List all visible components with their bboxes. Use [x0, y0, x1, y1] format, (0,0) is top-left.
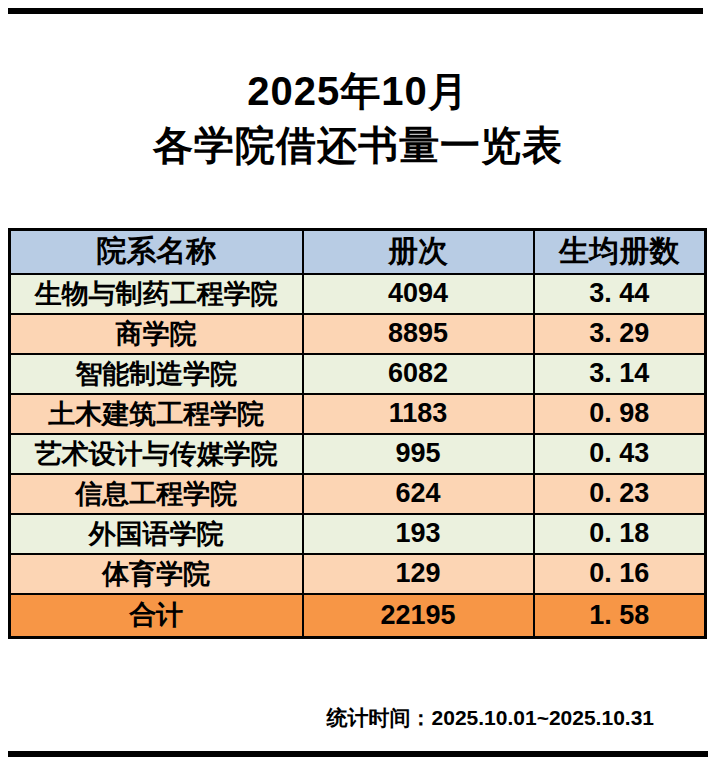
header-row: 院系名称 册次 生均册数: [10, 230, 706, 274]
table-row: 商学院 8895 3. 29: [10, 314, 706, 354]
page-title: 2025年10月 各学院借还书量一览表: [0, 64, 716, 172]
cell-department: 生物与制药工程学院: [10, 274, 303, 314]
table-row: 外国语学院 193 0. 18: [10, 514, 706, 554]
stat-period-note: 统计时间：2025.10.01~2025.10.31: [327, 704, 654, 732]
cell-volumes: 129: [303, 554, 534, 594]
cell-per-student: 0. 16: [534, 554, 706, 594]
cell-per-student: 3. 44: [534, 274, 706, 314]
cell-per-student: 0. 23: [534, 474, 706, 514]
table-row: 土木建筑工程学院 1183 0. 98: [10, 394, 706, 434]
cell-volumes: 1183: [303, 394, 534, 434]
cell-per-student: 0. 43: [534, 434, 706, 474]
cell-per-student: 3. 14: [534, 354, 706, 394]
total-row: 合计 22195 1. 58: [10, 594, 706, 638]
total-volumes: 22195: [303, 594, 534, 638]
top-rule: [8, 8, 703, 14]
cell-department: 体育学院: [10, 554, 303, 594]
title-line-2: 各学院借还书量一览表: [0, 118, 716, 172]
cell-volumes: 193: [303, 514, 534, 554]
col-header-department: 院系名称: [10, 230, 303, 274]
cell-volumes: 8895: [303, 314, 534, 354]
table-row: 艺术设计与传媒学院 995 0. 43: [10, 434, 706, 474]
table-row: 智能制造学院 6082 3. 14: [10, 354, 706, 394]
cell-volumes: 4094: [303, 274, 534, 314]
cell-per-student: 3. 29: [534, 314, 706, 354]
cell-department: 艺术设计与传媒学院: [10, 434, 303, 474]
cell-department: 信息工程学院: [10, 474, 303, 514]
page: 2025年10月 各学院借还书量一览表 院系名称 册次 生均册数 生物与制药工程…: [0, 0, 716, 768]
cell-department: 土木建筑工程学院: [10, 394, 303, 434]
total-label: 合计: [10, 594, 303, 638]
title-line-1: 2025年10月: [0, 64, 716, 118]
total-per-student: 1. 58: [534, 594, 706, 638]
cell-volumes: 6082: [303, 354, 534, 394]
cell-per-student: 0. 18: [534, 514, 706, 554]
table-row: 体育学院 129 0. 16: [10, 554, 706, 594]
bottom-rule: [8, 751, 708, 757]
cell-volumes: 995: [303, 434, 534, 474]
table-row: 信息工程学院 624 0. 23: [10, 474, 706, 514]
stats-table: 院系名称 册次 生均册数 生物与制药工程学院 4094 3. 44 商学院 88…: [8, 228, 707, 639]
cell-department: 商学院: [10, 314, 303, 354]
cell-department: 外国语学院: [10, 514, 303, 554]
col-header-volumes: 册次: [303, 230, 534, 274]
table-row: 生物与制药工程学院 4094 3. 44: [10, 274, 706, 314]
col-header-per-student: 生均册数: [534, 230, 706, 274]
cell-volumes: 624: [303, 474, 534, 514]
cell-per-student: 0. 98: [534, 394, 706, 434]
cell-department: 智能制造学院: [10, 354, 303, 394]
